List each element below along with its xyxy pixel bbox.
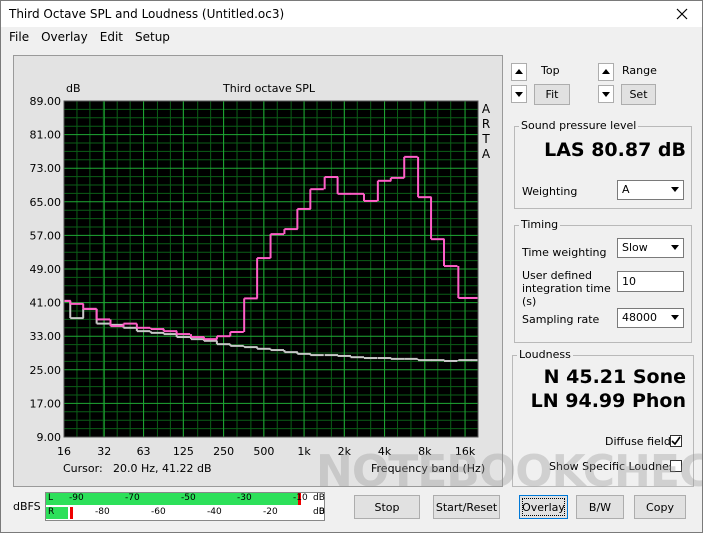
meter-scale: -30: [237, 493, 252, 503]
y-tick-label: 89.00: [30, 95, 62, 108]
x-axis-label: Frequency band (Hz): [371, 462, 486, 475]
meter-scale: -80: [95, 507, 110, 517]
meter-scale: -70: [125, 493, 140, 503]
step-riser: [69, 156, 460, 340]
menu-item[interactable]: Overlay: [41, 30, 88, 44]
menu-item[interactable]: Edit: [99, 30, 123, 44]
meter-scale: dB: [313, 507, 325, 517]
x-tick-label: 4k: [378, 445, 392, 458]
top-up[interactable]: [511, 63, 527, 81]
meter-bar-left: [46, 493, 301, 505]
meter-scale: dB: [313, 493, 325, 503]
y-tick-label: 9.00: [37, 431, 62, 444]
window-title: Third Octave SPL and Loudness (Untitled.…: [9, 7, 285, 21]
meter-scale: -50: [181, 493, 196, 503]
integration-label: User defined integration time (s): [522, 269, 611, 308]
meter-scale: -20: [263, 507, 278, 517]
menu-bar: File Overlay Edit Setup: [9, 30, 182, 44]
meter-scale: -90: [69, 493, 84, 503]
range-down[interactable]: [598, 85, 614, 103]
loudness-n: N 45.21 Sone: [543, 366, 686, 388]
diffuse-label: Diffuse field: [605, 435, 671, 448]
chart: Third octave SPL dB 9.00 17.00 25.00 33.00 41.…: [30, 82, 479, 458]
weighting-label: Weighting: [522, 185, 578, 198]
top-label: Top: [541, 64, 560, 77]
peak-left: [298, 493, 301, 505]
meter-channel: L: [48, 493, 54, 503]
x-tick-label: 32: [97, 445, 111, 458]
y-tick-label: 25.00: [30, 364, 62, 377]
x-tick-label: 250: [213, 445, 234, 458]
y-tick-label: 17.00: [30, 397, 62, 410]
set-button[interactable]: Set: [621, 84, 656, 105]
x-tick-label: 8k: [418, 445, 432, 458]
y-tick-label: 73.00: [30, 162, 62, 175]
group-label: Loudness: [517, 348, 573, 361]
x-tick-label: 2k: [338, 445, 352, 458]
specific-checkbox[interactable]: [670, 460, 682, 472]
fit-button[interactable]: Fit: [534, 84, 570, 105]
plot-frame: [63, 100, 479, 438]
group-label: Timing: [519, 218, 561, 231]
button[interactable]: Overlay: [519, 495, 568, 519]
y-tick-label: 65.00: [30, 196, 62, 209]
cursor-label: Cursor:: [63, 462, 103, 475]
meter-scale: -60: [151, 507, 166, 517]
meter-bar-right: [46, 507, 68, 519]
top-down[interactable]: [511, 85, 527, 103]
button[interactable]: Start/Reset: [433, 495, 500, 519]
meter-label: dBFS: [13, 500, 41, 513]
range-up[interactable]: [598, 63, 614, 81]
x-tick-label: 63: [137, 445, 151, 458]
y-axis-label: dB: [66, 82, 81, 95]
cursor-value: 20.0 Hz, 41.22 dB: [113, 462, 212, 475]
group-label: Sound pressure level: [519, 119, 639, 132]
integration-input[interactable]: 10: [617, 271, 684, 292]
check-mark: [671, 436, 681, 446]
x-tick-label: 16: [57, 445, 71, 458]
meter-scale: -40: [207, 507, 222, 517]
watermark: NOTEBOOKCHECK: [316, 446, 703, 497]
button[interactable]: Stop: [354, 495, 420, 519]
title-bar: [1, 1, 702, 27]
range-label: Range: [622, 64, 657, 77]
sampling-label: Sampling rate: [522, 313, 600, 326]
close-button[interactable]: [675, 7, 689, 21]
time-weighting-label: Time weighting: [522, 246, 607, 259]
menu-item[interactable]: File: [9, 30, 30, 44]
x-tick-label: 125: [173, 445, 194, 458]
y-tick-label: 57.00: [30, 229, 62, 242]
y-tick-label: 33.00: [30, 330, 62, 343]
spl-reading: LAS 80.87 dB: [544, 139, 686, 161]
meter-scale: 0: [319, 507, 325, 517]
time-weighting-select[interactable]: Slow: [617, 238, 684, 258]
meter-scale: -10: [293, 493, 308, 503]
y-tick-label: 81.00: [30, 129, 62, 142]
x-tick-label: 500: [253, 445, 274, 458]
sampling-select[interactable]: 48000: [617, 308, 684, 328]
timing-group: [514, 225, 692, 343]
loudness-ln: LN 94.99 Phon: [530, 390, 686, 412]
x-tick-label: 1k: [297, 445, 311, 458]
specific-label: Show Specific Loudness: [549, 460, 681, 473]
x-tick-label: 16k: [455, 445, 476, 458]
weighting-select[interactable]: A: [617, 180, 684, 200]
diffuse-checkbox[interactable]: [670, 435, 682, 447]
button[interactable]: Copy: [634, 495, 686, 519]
menu-item[interactable]: Setup: [135, 30, 170, 44]
arta-label: ARTA: [479, 102, 493, 162]
y-tick-label: 41.00: [30, 297, 62, 310]
chart-title: Third octave SPL: [222, 82, 316, 95]
y-tick-label: 49.00: [30, 263, 62, 276]
button[interactable]: B/W: [576, 495, 624, 519]
loudness-group: [512, 355, 694, 487]
meter-channel: R: [48, 507, 55, 517]
peak-right: [70, 507, 73, 519]
